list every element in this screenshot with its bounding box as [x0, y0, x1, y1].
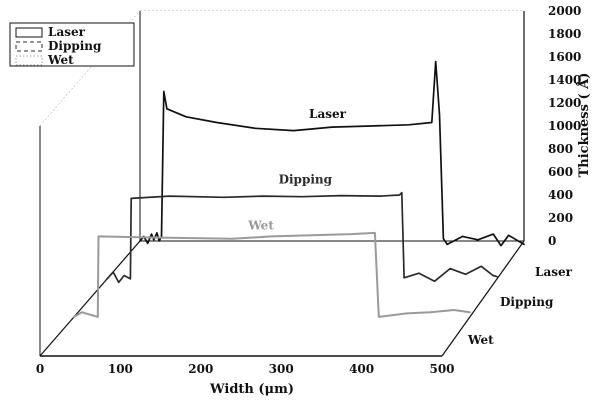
right-depth-edge	[441, 240, 525, 357]
depth-label-dipping: Dipping	[500, 295, 554, 309]
x-tick-0: 0	[36, 362, 44, 376]
depth-label-wet: Wet	[467, 333, 494, 347]
legend-swatch-dipping	[15, 41, 43, 52]
x-axis-title: Width (μm)	[209, 382, 294, 397]
z-tick-10: 2000	[548, 4, 581, 18]
series-line-dipping	[106, 191, 498, 284]
legend-box	[9, 22, 135, 67]
legend-swatch-laser	[15, 27, 43, 38]
series-group: Laser Dipping Wet	[73, 60, 525, 318]
series-line-wet	[73, 231, 471, 318]
series-label-dipping: Dipping	[279, 173, 333, 187]
legend-label-laser: Laser	[48, 25, 86, 39]
axis-labels: Width (μm) Thickness ( Å)	[209, 73, 592, 397]
series-label-laser: Laser	[309, 107, 347, 121]
z-tick-3: 600	[548, 165, 573, 179]
chart-frame	[39, 11, 525, 357]
x-tick-2: 200	[188, 362, 213, 376]
legend-label-wet: Wet	[47, 53, 74, 67]
z-tick-0: 0	[548, 234, 556, 248]
x-tick-1: 100	[108, 362, 133, 376]
legend-label-dipping: Dipping	[48, 39, 102, 53]
x-tick-3: 300	[269, 362, 294, 376]
x-tick-5: 500	[429, 362, 454, 376]
x-tick-4: 400	[349, 362, 374, 376]
z-tick-5: 1000	[548, 119, 581, 133]
z-tick-4: 800	[548, 142, 573, 156]
series-line-laser	[139, 60, 525, 247]
z-tick-7: 1400	[548, 73, 581, 87]
z-axis-title: Thickness ( Å)	[576, 73, 592, 178]
z-tick-9: 1800	[548, 27, 581, 41]
z-tick-6: 1200	[548, 96, 581, 110]
left-depth-edge	[39, 240, 141, 357]
back-wall-fill	[140, 11, 524, 241]
z-tick-2: 400	[548, 188, 573, 202]
depth-label-laser: Laser	[535, 265, 573, 279]
series-label-wet: Wet	[247, 219, 274, 233]
z-tick-8: 1600	[548, 50, 581, 64]
z-tick-1: 200	[548, 211, 573, 225]
tick-labels: 0 100 200 300 400 500 0 200 400 600 800 1000 1200 140…	[36, 4, 582, 376]
